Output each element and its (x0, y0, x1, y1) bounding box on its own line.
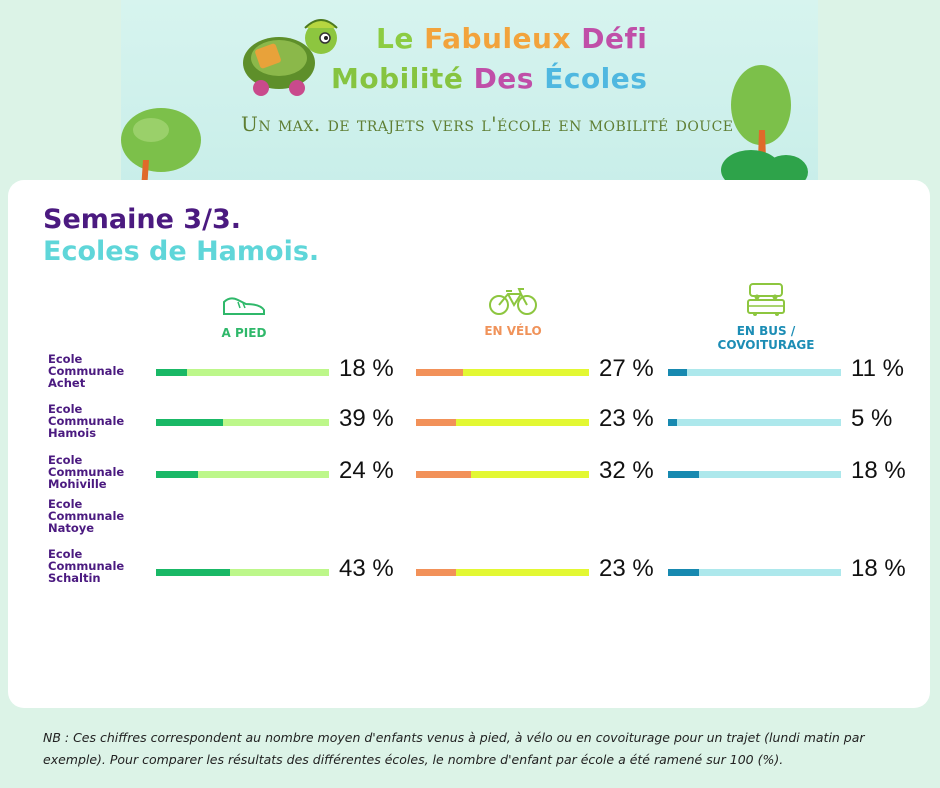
banner-subtitle: Un max. de trajets vers l'école en mobil… (241, 112, 734, 136)
bar-walk (156, 471, 329, 478)
bar-fill (416, 419, 456, 426)
bar-track (416, 569, 589, 576)
shoe-icon (223, 297, 265, 315)
school-label-line: Mohiville (48, 477, 107, 491)
footnote: NB : Ces chiffres correspondent au nombr… (43, 730, 865, 767)
bar-walk (156, 369, 329, 376)
turtle-mascot-logo (243, 19, 338, 96)
bar-bus (668, 569, 841, 576)
bus-car-icon (747, 283, 785, 316)
school-label-line: Hamois (48, 426, 97, 440)
school-label-line: Communale (48, 414, 125, 428)
bar-fill (416, 369, 463, 376)
school-label-line: Achet (48, 376, 86, 390)
bar-fill (416, 569, 456, 576)
banner-title-word: Écoles (544, 62, 648, 95)
bar-bus (668, 471, 841, 478)
bar-track (416, 419, 589, 426)
bar-value-label: 23 % (599, 555, 654, 582)
mode-label: EN VÉLO (484, 324, 542, 338)
school-label-line: Ecole (48, 497, 83, 511)
bar-track (416, 369, 589, 376)
bar-value-label: 32 % (599, 457, 654, 484)
bar-value-label: 18 % (851, 555, 906, 582)
week-title: Semaine 3/3. (43, 204, 241, 235)
mode-label: EN BUS / COVOITURAGE (717, 324, 815, 352)
bar-value-label: 43 % (339, 555, 394, 582)
bar-value-label: 24 % (339, 457, 394, 484)
school-label: Ecole Communale Hamois (48, 403, 148, 439)
bar-fill (668, 471, 699, 478)
bar-value-label: 27 % (599, 355, 654, 382)
bar-value-label: 18 % (851, 457, 906, 484)
bar-track (668, 471, 841, 478)
school-label-line: Ecole (48, 453, 83, 467)
banner-title-word: Mobilité (331, 62, 464, 95)
mode-header-walk: A PIED (194, 292, 294, 340)
school-label-line: Ecole (48, 402, 83, 416)
bar-track (156, 569, 329, 576)
bar-track (416, 471, 589, 478)
bar-fill (668, 569, 699, 576)
school-label-line: Schaltin (48, 571, 101, 585)
bar-value-label: 5 % (851, 405, 893, 432)
banner-title-word: Des (473, 62, 534, 95)
school-label-line: Natoye (48, 521, 95, 535)
mode-header-bike: EN VÉLO (463, 286, 563, 338)
bar-value-label: 11 % (851, 355, 904, 382)
school-label-line: Communale (48, 509, 125, 523)
banner-title-line1: Le Fabuleux Défi (376, 22, 647, 55)
tree-illustration-left (121, 108, 201, 190)
bar-track (156, 369, 329, 376)
bar-track (156, 471, 329, 478)
bar-bus (668, 419, 841, 426)
bar-value-label: 23 % (599, 405, 654, 432)
bar-track (668, 419, 841, 426)
bar-value-label: 18 % (339, 355, 394, 382)
school-label-line: Ecole (48, 352, 83, 366)
region-title: Ecoles de Hamois. (43, 236, 320, 267)
bar-walk (156, 569, 329, 576)
header-banner: Le Fabuleux Défi Mobilité Des Écoles Un … (121, 0, 818, 190)
school-label: Ecole Communale Natoye (48, 498, 148, 534)
mode-header-bus: EN BUS / COVOITURAGE (706, 282, 826, 352)
bar-bike (416, 369, 589, 376)
bar-walk (156, 419, 329, 426)
banner-title-line2: Mobilité Des Écoles (331, 62, 647, 95)
bar-bike (416, 419, 589, 426)
school-label-line: Communale (48, 364, 125, 378)
banner-title-word: Défi (581, 22, 648, 55)
school-label-line: Ecole (48, 547, 83, 561)
banner-title-word: Fabuleux (424, 22, 572, 55)
bar-bike (416, 471, 589, 478)
bar-track (156, 419, 329, 426)
tree-illustration-right (721, 65, 808, 190)
bar-value-label: 39 % (339, 405, 394, 432)
bar-track (668, 369, 841, 376)
bar-fill (156, 419, 223, 426)
school-label: Ecole Communale Mohiville (48, 454, 148, 490)
bar-fill (416, 471, 471, 478)
bar-bike (416, 569, 589, 576)
school-label: Ecole Communale Achet (48, 353, 148, 389)
bar-fill (156, 569, 230, 576)
bicycle-icon (489, 288, 537, 315)
mode-label: A PIED (221, 326, 267, 340)
results-card: Semaine 3/3. Ecoles de Hamois. A PIED EN… (8, 180, 930, 708)
banner-title-word: Le (376, 22, 414, 55)
school-label: Ecole Communale Schaltin (48, 548, 148, 584)
bar-fill (668, 419, 677, 426)
bar-fill (668, 369, 687, 376)
bar-fill (156, 369, 187, 376)
bar-bus (668, 369, 841, 376)
school-label-line: Communale (48, 559, 125, 573)
bar-fill (156, 471, 198, 478)
school-label-line: Communale (48, 465, 125, 479)
bar-track (668, 569, 841, 576)
